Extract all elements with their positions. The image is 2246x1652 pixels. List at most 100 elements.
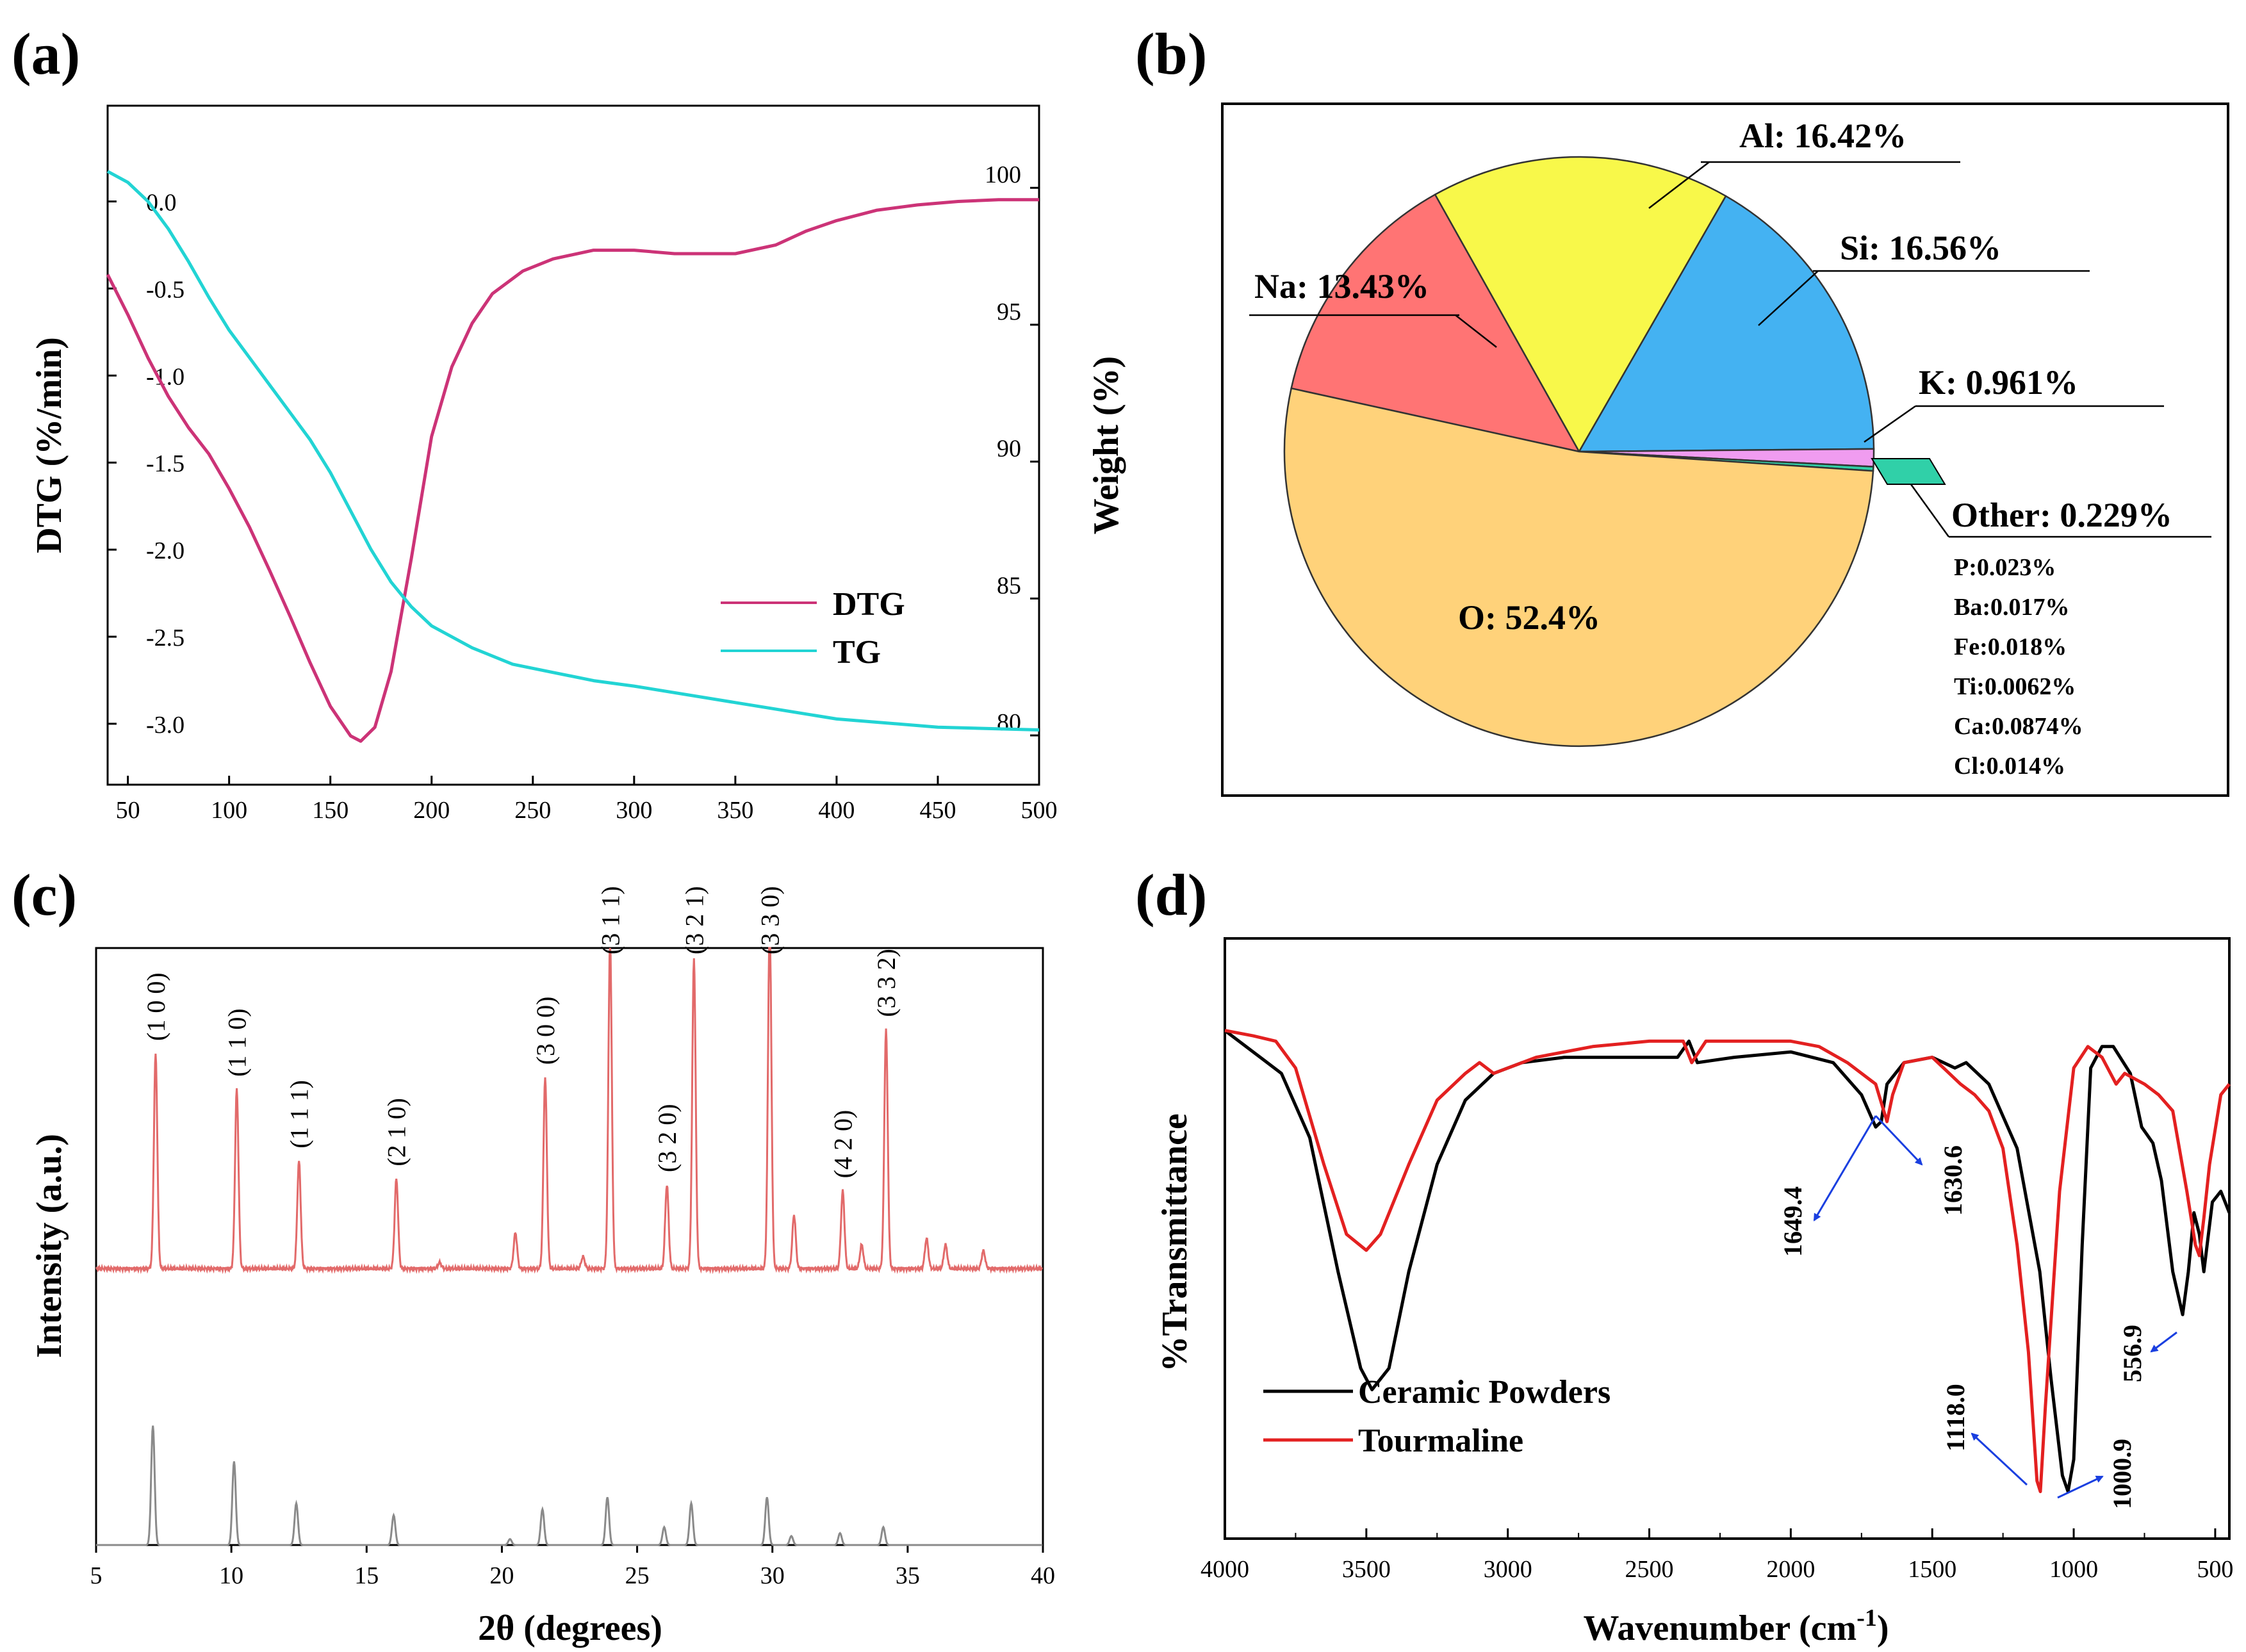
peak-label: (3 2 1)	[680, 886, 709, 954]
panel-a-series	[106, 170, 1040, 743]
y2-tick-label: 95	[997, 299, 1021, 325]
other-item-cl: Cl:0.014%	[1954, 753, 2065, 780]
arrow-1630	[1874, 1115, 1923, 1166]
panel-d-label: (d)	[1135, 862, 1207, 928]
pie-slice-si	[1577, 195, 1875, 453]
series-line-tg	[106, 170, 1040, 732]
other-item-ti: Ti:0.0062%	[1954, 673, 2076, 700]
x-tick-label: 1000	[2049, 1556, 2098, 1583]
panel-d-x-axis: 4000 3500 3000 2500 2000 1500 1000 500	[1201, 1528, 2233, 1583]
x-tick-label: 40	[1031, 1562, 1055, 1589]
panel-d-xlabel: Wavenumber (cm-1)	[1583, 1605, 1889, 1648]
x-tick-label: 20	[489, 1562, 514, 1589]
leader-al	[1648, 161, 1710, 209]
peak-label: (3 2 0)	[653, 1104, 682, 1172]
pie-slice-o	[1283, 387, 1874, 748]
x-tick-label: 25	[625, 1562, 650, 1589]
panel-a-frame	[106, 104, 1040, 786]
y-tick-label: -2.0	[146, 537, 184, 564]
x-tick-label: 250	[514, 797, 551, 824]
panel-a-x-axis: 50 100 150 200 250 300 350 400 450 500	[116, 776, 1058, 824]
y-tick-label: -2.5	[146, 625, 184, 651]
panel-c-ylabel: Intensity (a.u.)	[29, 1134, 69, 1358]
x-tick-label: 15	[354, 1562, 379, 1589]
x-tick-label: 400	[818, 797, 855, 824]
leader-k	[1864, 405, 1916, 443]
y-tick-label: -3.0	[146, 712, 184, 739]
peak-label: (1 1 1)	[285, 1080, 314, 1149]
leader-other	[1908, 481, 1950, 537]
panel-d-series	[1224, 1029, 2231, 1493]
panel-b-label: (b)	[1135, 21, 1207, 86]
other-item-p: P:0.023%	[1954, 554, 2056, 581]
panel-a-legend: DTG TG	[721, 586, 905, 671]
x-tick-label: 3000	[1484, 1556, 1532, 1583]
y2-tick-label: 80	[997, 709, 1021, 736]
leader-na	[1455, 315, 1497, 348]
x-tick-label: 200	[413, 797, 450, 824]
series-line-tourmaline	[1224, 1029, 2231, 1493]
panel-a-right-axis: 80 85 90 95 100	[985, 161, 1039, 737]
peak-label: (3 3 0)	[755, 886, 784, 954]
pie-chart	[1283, 156, 1875, 748]
x-tick-label: 4000	[1201, 1556, 1249, 1583]
y2-tick-label: 90	[997, 436, 1021, 462]
x-tick-label: 1500	[1908, 1556, 1956, 1583]
peak-label: (3 1 1)	[596, 886, 625, 954]
x-tick-label: 2500	[1625, 1556, 1674, 1583]
arrow-1000	[2057, 1475, 2104, 1499]
pie-label-si: Si: 16.56%	[1840, 229, 2001, 267]
y2-tick-label: 100	[985, 161, 1021, 188]
series-line-dtg	[106, 198, 1039, 743]
panel-d: (d) 4000 3500 3000 2500 2000 1500 1000 500 1649…	[1135, 862, 2233, 1648]
x-tick-label: 100	[211, 797, 247, 824]
y-tick-label: -0.5	[146, 276, 184, 303]
panel-c-series	[95, 947, 1044, 1546]
x-tick-label: 450	[919, 797, 956, 824]
annotation-1649: 1649.4	[1778, 1186, 1807, 1257]
peak-label: (1 0 0)	[142, 972, 170, 1041]
annotation-1000: 1000.9	[2108, 1439, 2136, 1509]
panel-a: (a) 50 100 150 200 250 300 350 400 450 500 0.0 -0.…	[12, 21, 1126, 824]
series-line-reference	[96, 1425, 1043, 1546]
annotation-1118: 1118.0	[1941, 1384, 1970, 1452]
panel-c-peak-labels: (1 0 0) (1 1 0) (1 1 1) (2 1 0) (3 0 0) (3 1 …	[142, 886, 901, 1178]
panel-b: (b) Na: 13.43% Al: 16.42% Si: 16.56% K: …	[1135, 21, 2229, 797]
panel-b-frame	[1221, 102, 2229, 797]
panel-a-y2label: Weight (%)	[1086, 356, 1126, 534]
other-exploded-slice	[1871, 458, 1946, 485]
x-tick-label: 150	[312, 797, 348, 824]
x-tick-label: 350	[717, 797, 753, 824]
other-item-fe: Fe:0.018%	[1954, 634, 2067, 660]
annotation-1630: 1630.6	[1939, 1145, 1967, 1216]
x-tick-label: 35	[896, 1562, 920, 1589]
arrow-556	[2150, 1331, 2177, 1353]
panel-d-ylabel: %Transmittance	[1155, 1113, 1195, 1371]
arrow-1649	[1813, 1115, 1877, 1222]
pie-slice-al	[1434, 156, 1727, 454]
peak-label: (4 2 0)	[829, 1110, 858, 1179]
y-tick-label: -1.5	[146, 450, 184, 477]
peak-label: (1 1 0)	[223, 1008, 252, 1077]
panel-d-legend: Ceramic Powders Tourmaline	[1263, 1374, 1611, 1459]
pie-label-k: K: 0.961%	[1919, 363, 2078, 402]
peak-label: (2 1 0)	[382, 1098, 411, 1166]
legend-dtg-label: DTG	[833, 586, 905, 623]
panel-c: (c) 5 10 15 20 25 30 35 40 (1 0 0) (1 1 0) (1 1 1…	[12, 862, 1055, 1648]
x-tick-label: 2000	[1766, 1556, 1815, 1583]
pie-label-na: Na: 13.43%	[1254, 267, 1429, 306]
x-tick-label: 5	[90, 1562, 102, 1589]
y2-tick-label: 85	[997, 572, 1021, 599]
series-line-sample	[95, 947, 1044, 1275]
panel-a-left-axis: 0.0-0.5-1.0-1.5-2.0-2.5-3.0	[108, 189, 184, 739]
panel-d-annotation-arrows	[1813, 1115, 2177, 1499]
x-tick-label: 500	[2197, 1556, 2233, 1583]
x-tick-label: 500	[1021, 797, 1058, 824]
annotation-556: 556.9	[2118, 1325, 2147, 1382]
panel-d-frame	[1224, 937, 2231, 1540]
x-tick-label: 30	[760, 1562, 785, 1589]
legend-ceramic-label: Ceramic Powders	[1358, 1374, 1611, 1411]
pie-label-other: Other: 0.229%	[1951, 496, 2172, 534]
legend-tg-label: TG	[833, 634, 881, 671]
